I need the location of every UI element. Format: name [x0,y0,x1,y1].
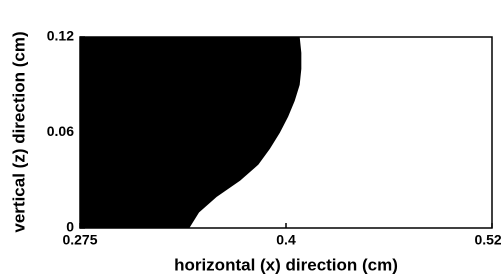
x-axis-title: horizontal (x) direction (cm) [174,255,398,274]
y-tick-label: 0.12 [47,28,74,44]
y-tick-label: 0 [66,219,74,235]
chart: horizontal (x) direction (cm) vertical (… [0,0,501,278]
y-axis-title: vertical (z) direction (cm) [9,31,28,232]
filled-region [80,37,301,228]
x-tick-label: 0.525 [474,232,501,248]
x-tick-label: 0.4 [276,232,296,248]
y-tick-label: 0.06 [47,123,74,139]
